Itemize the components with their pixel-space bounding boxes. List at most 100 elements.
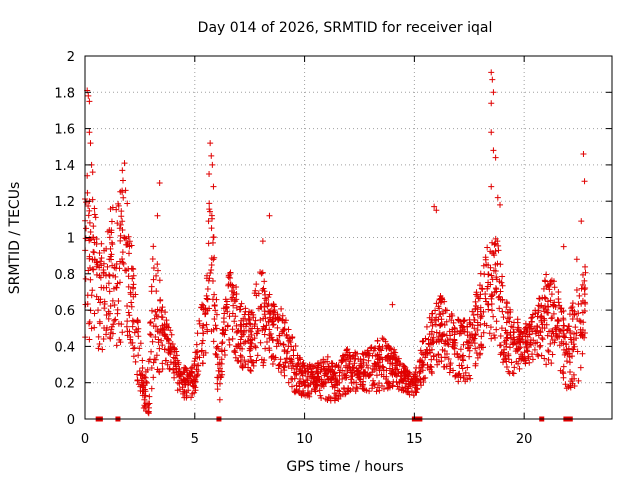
data-point bbox=[267, 330, 274, 337]
data-point bbox=[89, 266, 96, 273]
data-point bbox=[506, 344, 513, 351]
data-point bbox=[420, 337, 427, 344]
data-point bbox=[495, 294, 502, 301]
data-point bbox=[210, 183, 217, 190]
data-point bbox=[320, 365, 327, 372]
data-point bbox=[550, 310, 557, 317]
data-point bbox=[209, 277, 216, 284]
data-point bbox=[324, 353, 331, 360]
data-point bbox=[176, 366, 183, 373]
data-point bbox=[103, 331, 110, 338]
data-point bbox=[253, 357, 260, 364]
data-point bbox=[529, 351, 536, 358]
data-point bbox=[419, 367, 426, 374]
data-point bbox=[209, 161, 216, 168]
data-point bbox=[374, 384, 381, 391]
data-point bbox=[547, 340, 554, 347]
data-point bbox=[148, 385, 155, 392]
data-point bbox=[579, 350, 586, 357]
data-point bbox=[476, 351, 483, 358]
data-point bbox=[242, 338, 249, 345]
data-point bbox=[386, 365, 393, 372]
data-point bbox=[132, 291, 139, 298]
data-point bbox=[249, 309, 256, 316]
data-point bbox=[371, 360, 378, 367]
data-point bbox=[488, 301, 495, 308]
data-point bbox=[341, 386, 348, 393]
data-point bbox=[97, 299, 104, 306]
data-point bbox=[266, 326, 273, 333]
data-point bbox=[349, 385, 356, 392]
data-point bbox=[108, 218, 115, 225]
data-point bbox=[252, 287, 259, 294]
data-point bbox=[459, 365, 466, 372]
data-point bbox=[488, 183, 495, 190]
data-point bbox=[451, 351, 458, 358]
data-point bbox=[119, 218, 126, 225]
data-point bbox=[125, 309, 132, 316]
data-point bbox=[261, 278, 268, 285]
data-point bbox=[505, 310, 512, 317]
data-point bbox=[204, 295, 211, 302]
data-point bbox=[579, 333, 586, 340]
data-point bbox=[548, 360, 555, 367]
data-point bbox=[208, 266, 215, 273]
data-point bbox=[107, 303, 114, 310]
data-point bbox=[576, 292, 583, 299]
data-point bbox=[314, 382, 321, 389]
data-point bbox=[210, 338, 217, 345]
data-point bbox=[300, 387, 307, 394]
data-point bbox=[541, 325, 548, 332]
data-point bbox=[313, 376, 320, 383]
data-point bbox=[379, 363, 386, 370]
data-point bbox=[510, 334, 517, 341]
data-point bbox=[357, 356, 364, 363]
data-point bbox=[290, 346, 297, 353]
data-point bbox=[150, 243, 157, 250]
data-point bbox=[383, 373, 390, 380]
data-point bbox=[116, 265, 123, 272]
data-point bbox=[429, 310, 436, 317]
data-point bbox=[479, 286, 486, 293]
data-point bbox=[95, 333, 102, 340]
data-point bbox=[165, 324, 172, 331]
data-point bbox=[582, 300, 589, 307]
data-point bbox=[261, 300, 268, 307]
data-point bbox=[533, 327, 540, 334]
data-point bbox=[162, 309, 169, 316]
data-point bbox=[216, 380, 223, 387]
data-point bbox=[239, 363, 246, 370]
data-point bbox=[287, 358, 294, 365]
data-point bbox=[108, 239, 115, 246]
data-point bbox=[117, 221, 124, 228]
data-point bbox=[439, 321, 446, 328]
data-point bbox=[252, 344, 259, 351]
data-point bbox=[390, 349, 397, 356]
y-axis-label: SRMTID / TECUs bbox=[7, 182, 23, 295]
data-point bbox=[136, 345, 143, 352]
data-point bbox=[194, 362, 201, 369]
data-point bbox=[417, 376, 424, 383]
data-point bbox=[204, 272, 211, 279]
data-point bbox=[548, 291, 555, 298]
data-point bbox=[342, 372, 349, 379]
data-point bbox=[237, 352, 244, 359]
data-point bbox=[95, 307, 102, 314]
data-point bbox=[276, 361, 283, 368]
data-point bbox=[455, 378, 462, 385]
data-point bbox=[128, 303, 135, 310]
data-point bbox=[477, 314, 484, 321]
data-point bbox=[535, 353, 542, 360]
data-point bbox=[432, 321, 439, 328]
data-point bbox=[158, 307, 165, 314]
data-point bbox=[115, 202, 122, 209]
data-point bbox=[420, 375, 427, 382]
data-point bbox=[488, 129, 495, 136]
data-point bbox=[556, 328, 563, 335]
data-point bbox=[534, 339, 541, 346]
data-point bbox=[127, 336, 134, 343]
data-point bbox=[352, 349, 359, 356]
data-point bbox=[347, 367, 354, 374]
data-point bbox=[352, 351, 359, 358]
data-point bbox=[423, 323, 430, 330]
